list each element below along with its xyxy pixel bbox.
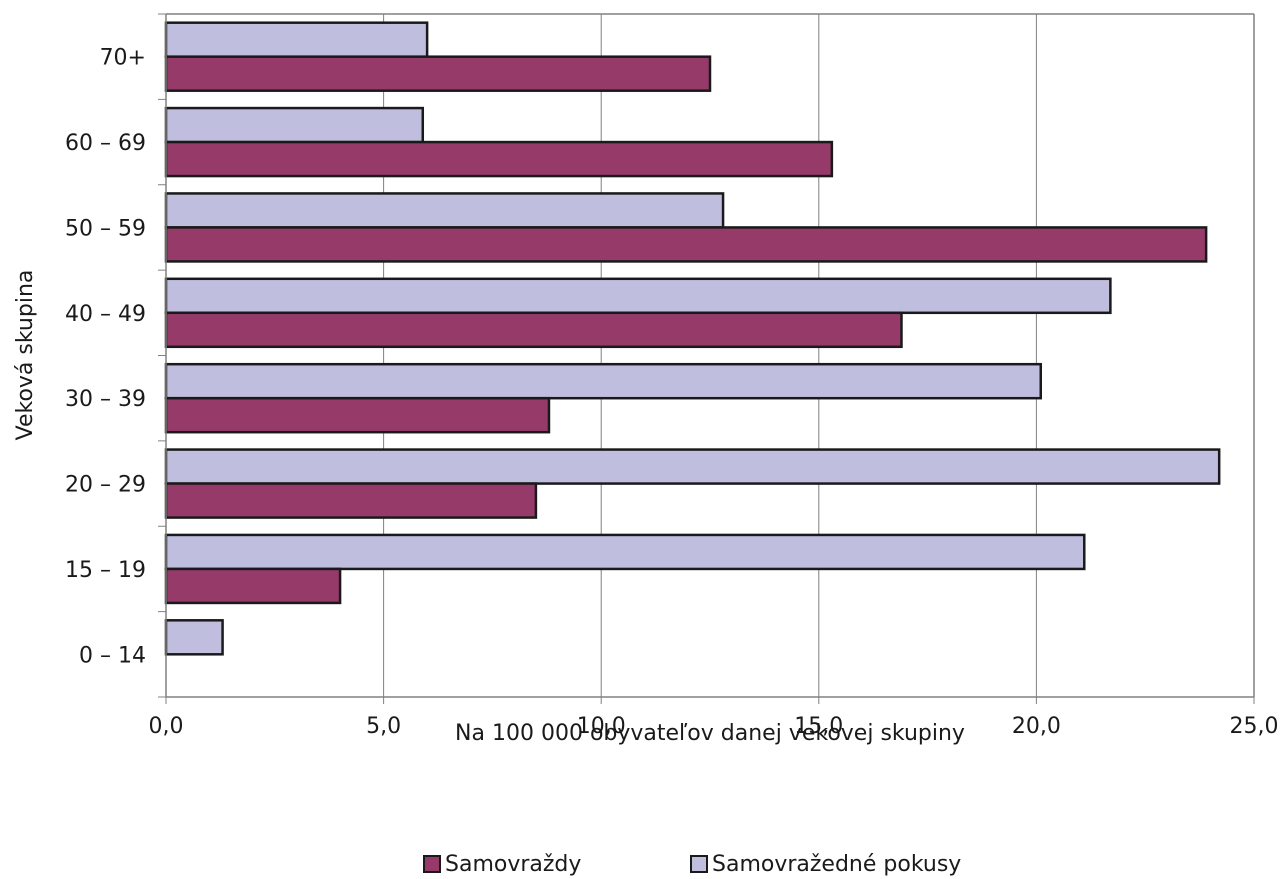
bars bbox=[164, 21, 1221, 656]
gridlines bbox=[383, 14, 1037, 697]
y-tick-label: 60 – 69 bbox=[65, 131, 146, 156]
bar-samovrazedne-pokusy bbox=[164, 192, 725, 229]
bar-samovrazdy bbox=[164, 140, 834, 178]
y-tick-label: 40 – 49 bbox=[65, 302, 146, 327]
legend: Samovraždy Samovražedné pokusy bbox=[423, 852, 961, 877]
x-tick-label: 5,0 bbox=[366, 714, 401, 739]
bar-samovrazedne-pokusy bbox=[164, 21, 429, 58]
x-tick-label: 15,0 bbox=[794, 714, 843, 739]
y-tick-label: 15 – 19 bbox=[65, 558, 146, 583]
bar-samovrazedne-pokusy bbox=[164, 362, 1043, 400]
bar-samovrazedne-pokusy bbox=[164, 619, 224, 656]
bar-samovrazedne-pokusy bbox=[164, 106, 425, 144]
y-tick-label: 70+ bbox=[100, 46, 146, 71]
y-tick-label: 30 – 39 bbox=[65, 387, 146, 412]
y-tick-label: 50 – 59 bbox=[65, 216, 146, 241]
x-tick-label: 0,0 bbox=[149, 714, 184, 739]
legend-label: Samovražedné pokusy bbox=[712, 852, 961, 877]
bar-samovrazdy bbox=[164, 482, 538, 519]
x-tick-label: 25,0 bbox=[1230, 714, 1279, 739]
x-tick-label: 20,0 bbox=[1012, 714, 1061, 739]
legend-item-samovrazdy: Samovraždy bbox=[423, 852, 581, 877]
legend-swatch bbox=[423, 855, 441, 873]
axes: 0,0 5,0 10,0 15,0 20,0 25,0 0 – 14 15 – 19 20 – … bbox=[65, 13, 1279, 739]
bar-samovrazdy bbox=[164, 567, 342, 605]
y-tick-label: 0 – 14 bbox=[79, 643, 146, 668]
bar-samovrazdy bbox=[164, 311, 903, 349]
legend-item-samovrazedne-pokusy: Samovražedné pokusy bbox=[690, 852, 961, 877]
legend-label: Samovraždy bbox=[445, 852, 581, 877]
legend-swatch bbox=[690, 855, 708, 873]
bar-samovrazedne-pokusy bbox=[164, 448, 1221, 485]
bar-samovrazdy bbox=[164, 396, 551, 434]
y-axis-title: Veková skupina bbox=[13, 270, 38, 441]
bar-samovrazedne-pokusy bbox=[164, 277, 1112, 315]
bar-samovrazedne-pokusy bbox=[164, 533, 1086, 571]
y-tick-label: 20 – 29 bbox=[65, 473, 146, 498]
bar-samovrazdy bbox=[164, 226, 1208, 263]
x-tick-label: 10,0 bbox=[577, 714, 626, 739]
x-axis-title: Na 100 000 obyvateľov danej vekovej skup… bbox=[455, 721, 965, 746]
bar-samovrazdy bbox=[164, 55, 712, 92]
